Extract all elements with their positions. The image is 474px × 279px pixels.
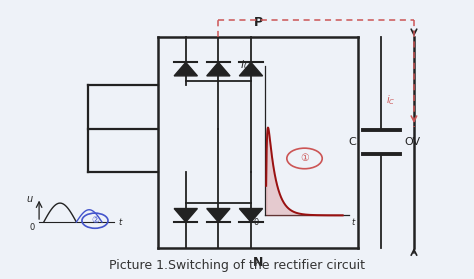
Text: Picture 1.Switching of the rectifier circuit: Picture 1.Switching of the rectifier cir… xyxy=(109,259,365,272)
Polygon shape xyxy=(207,208,230,222)
Text: OV: OV xyxy=(405,137,421,147)
Text: $i_C$: $i_C$ xyxy=(240,58,251,72)
Polygon shape xyxy=(207,62,230,76)
Polygon shape xyxy=(174,62,197,76)
Text: ①: ① xyxy=(300,153,309,163)
Text: $i_C$: $i_C$ xyxy=(386,93,395,107)
Polygon shape xyxy=(174,208,197,222)
Text: C: C xyxy=(348,137,356,147)
Text: u: u xyxy=(26,194,32,204)
Text: ②: ② xyxy=(91,216,99,225)
Text: t: t xyxy=(118,218,121,227)
Text: N: N xyxy=(253,256,263,269)
Text: 0: 0 xyxy=(29,223,35,232)
Text: P: P xyxy=(254,16,263,28)
Text: t: t xyxy=(352,218,355,227)
Polygon shape xyxy=(239,62,263,76)
Polygon shape xyxy=(239,208,263,222)
Text: 0: 0 xyxy=(253,218,258,227)
